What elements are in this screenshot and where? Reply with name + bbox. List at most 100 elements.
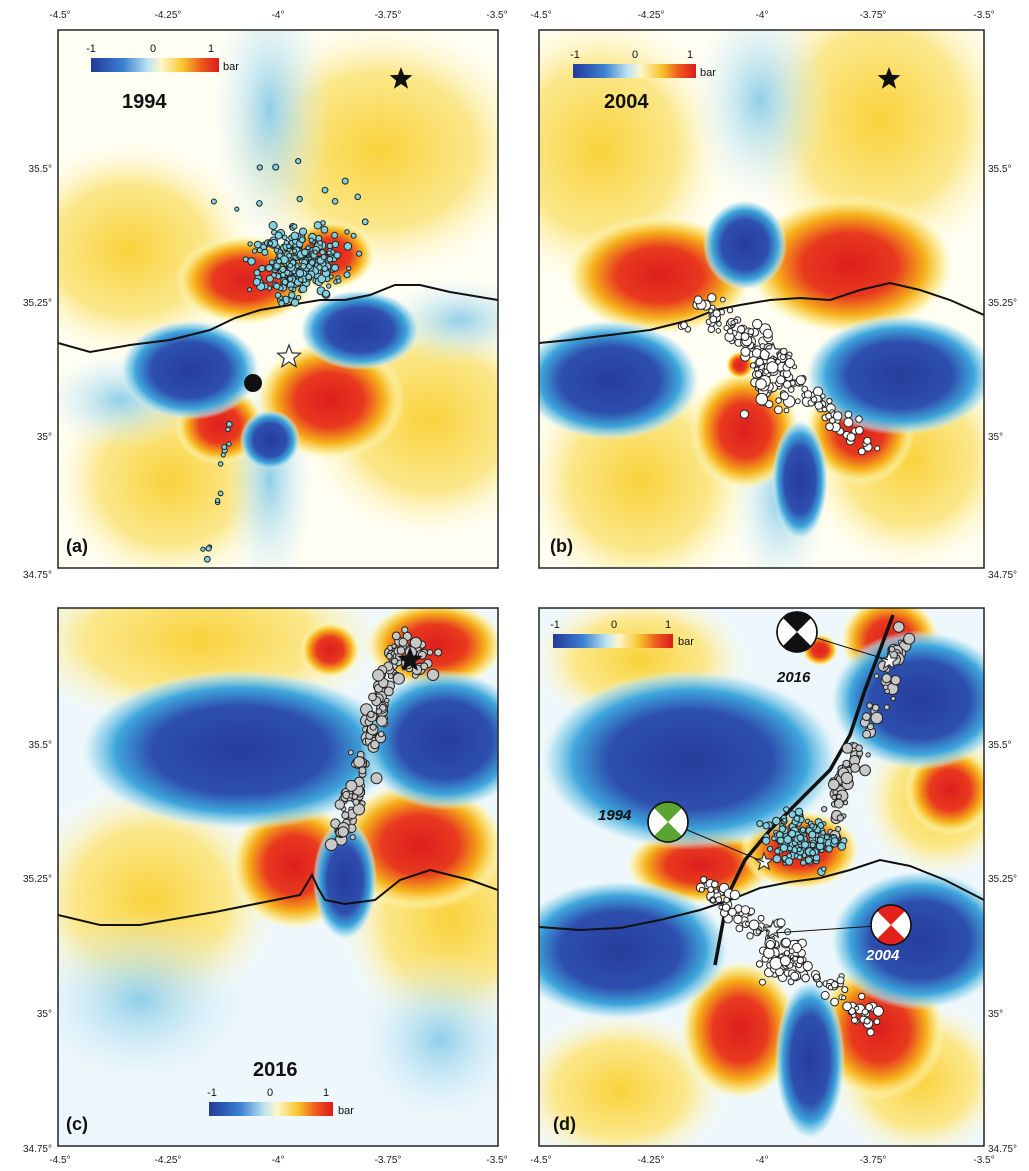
earthquake-event (707, 325, 716, 334)
earthquake-event (398, 637, 408, 647)
earthquake-event (776, 375, 786, 385)
earthquake-event (265, 274, 274, 283)
lat-ticks-right-bottom: 35.5° 35.25° 35° 34.75° (988, 740, 1017, 1155)
earthquake-event (693, 295, 703, 305)
earthquake-event (855, 426, 864, 435)
earthquake-event (778, 825, 787, 833)
earthquake-event (272, 163, 280, 171)
earthquake-event (857, 447, 866, 456)
earthquake-event (383, 686, 394, 697)
earthquake-event (273, 282, 281, 290)
colorbar-unit: bar (223, 61, 239, 73)
earthquake-event (821, 806, 828, 813)
tick-label: -4.25° (638, 10, 665, 21)
tick-label: -3.75° (860, 10, 887, 21)
earthquake-event (863, 1017, 871, 1025)
earthquake-event (376, 715, 388, 727)
earthquake-event (762, 328, 773, 339)
colorbar (573, 64, 696, 78)
lon-ticks-bottom-c: -4.5° -4.25° -4° -3.75° -3.5° (49, 1155, 507, 1166)
earthquake-event (351, 793, 358, 800)
earthquake-event (286, 252, 293, 259)
earthquake-event (824, 834, 830, 841)
earthquake-event (851, 1016, 858, 1024)
earthquake-event (334, 799, 345, 810)
earthquake-event (225, 426, 231, 433)
earthquake-event (286, 243, 292, 250)
tick-label: 35° (37, 1009, 52, 1020)
earthquake-event (794, 807, 804, 816)
earthquake-event (715, 896, 723, 904)
tick-label: 35.5° (988, 164, 1011, 175)
earthquake-event (368, 692, 377, 702)
earthquake-event (767, 845, 774, 853)
earthquake-event (298, 236, 306, 244)
tick-label: 34.75° (23, 1144, 52, 1155)
earthquake-event (698, 886, 705, 893)
tick-label: 35.25° (23, 298, 52, 309)
earthquake-event (802, 961, 813, 972)
earthquake-event (290, 298, 300, 307)
earthquake-event (723, 896, 730, 904)
earthquake-event (369, 723, 377, 731)
earthquake-event (821, 866, 827, 872)
earthquake-event (888, 646, 896, 653)
earthquake-event (316, 264, 323, 271)
earthquake-event (267, 240, 274, 246)
earthquake-event (273, 247, 280, 253)
earthquake-event (761, 836, 771, 845)
earthquake-event (766, 361, 779, 374)
earthquake-event (391, 657, 399, 665)
colorbar-mid: 0 (150, 43, 156, 55)
earthquake-event (740, 346, 751, 357)
earthquake-event (866, 1028, 875, 1037)
colorbar (209, 1102, 333, 1116)
earthquake-event (862, 729, 871, 739)
earthquake-event (873, 1018, 881, 1026)
earthquake-event (751, 348, 762, 358)
epicenter-star-2004 (762, 341, 784, 361)
earthquake-event (713, 888, 719, 894)
mechanism-label-2016: 2016 (776, 669, 811, 686)
earthquake-event (317, 274, 327, 284)
earthquake-event (809, 823, 815, 829)
tick-label: -3.5° (486, 1155, 507, 1166)
colorbar-max: 1 (665, 619, 671, 631)
earthquake-event (746, 932, 754, 940)
earthquake-event (328, 274, 334, 280)
earthquake-event (727, 328, 734, 335)
earthquake-event (367, 710, 375, 719)
earthquake-event (291, 248, 298, 254)
earthquake-event (787, 845, 793, 852)
earthquake-event (296, 195, 303, 203)
epicenter-star-2016 (397, 646, 423, 671)
earthquake-event (762, 822, 770, 830)
earthquake-event (831, 981, 839, 989)
earthquake-event (836, 814, 844, 822)
earthquake-event (353, 756, 366, 768)
earthquake-event (352, 798, 360, 806)
earthquake-event (841, 742, 854, 754)
panel-b-stress-field (539, 30, 984, 568)
earthquake-event (298, 277, 304, 283)
earthquake-event (409, 636, 422, 649)
panel-b: -1 0 1 bar 2004 (b) (538, 29, 985, 569)
tick-label: -3.5° (973, 10, 994, 21)
earthquake-event (881, 673, 892, 684)
earthquake-event (740, 905, 751, 915)
earthquake-event (386, 652, 393, 660)
epicenter-star-1994 (275, 343, 303, 369)
tick-label: 34.75° (23, 570, 52, 581)
earthquake-event (792, 955, 799, 962)
earthquake-event (326, 256, 334, 263)
colorbar-mid: 0 (632, 49, 638, 61)
earthquake-event (779, 843, 789, 852)
earthquake-event (791, 942, 802, 954)
earthquake-event (794, 398, 801, 405)
earthquake-event (873, 673, 880, 679)
earthquake-event (392, 672, 405, 685)
earthquake-event (258, 264, 266, 273)
panel-a-stress-field (58, 30, 498, 568)
earthquake-event (290, 231, 300, 241)
earthquake-event (842, 759, 851, 768)
